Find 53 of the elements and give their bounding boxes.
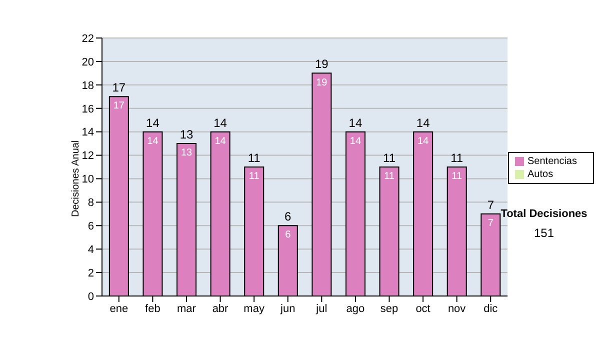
total-label: 11 — [450, 151, 464, 165]
y-tick-label: 16 — [82, 103, 94, 116]
x-tick-label: jun — [280, 302, 296, 315]
data-label: 11 — [384, 171, 395, 182]
x-tick-label: nov — [448, 302, 466, 315]
x-tick-label: oct — [416, 302, 430, 315]
x-tick-label: dic — [484, 302, 498, 315]
annotation: Total Decisiones — [500, 208, 588, 220]
total-label: 11 — [248, 151, 261, 165]
y-axis-title: Decisiones Anual — [70, 140, 82, 217]
data-label: 13 — [180, 148, 193, 159]
y-tick-label: 6 — [88, 220, 94, 233]
y-tick-label: 4 — [88, 244, 94, 256]
total-label: 7 — [487, 198, 494, 212]
y-tick-label: 2 — [88, 267, 94, 280]
y-tick-label: 0 — [88, 290, 94, 303]
total-label: 6 — [284, 210, 292, 224]
data-label: 19 — [316, 77, 328, 88]
data-label: 11 — [248, 171, 260, 182]
data-label: 7 — [488, 218, 494, 230]
data-label: 14 — [214, 136, 226, 147]
total-label: 14 — [416, 116, 430, 130]
data-label: 14 — [418, 136, 430, 147]
y-tick-label: 20 — [82, 56, 94, 68]
total-label: 14 — [146, 116, 160, 130]
total-label: 17 — [112, 80, 126, 95]
y-tick-label: 14 — [82, 126, 94, 139]
x-tick-label: abr — [212, 302, 229, 315]
y-tick-label: 12 — [82, 150, 94, 162]
y-tick-label: 18 — [82, 80, 94, 92]
x-tick-label: mar — [177, 302, 196, 315]
x-tick-label: ene — [110, 302, 128, 315]
x-tick-label: jul — [315, 302, 328, 315]
total-label: 14 — [348, 116, 362, 130]
legend-label: Sentencias — [528, 156, 577, 167]
x-tick-label: ago — [346, 302, 365, 315]
x-tick-label: may — [244, 302, 265, 315]
data-label: 17 — [113, 100, 125, 112]
x-tick-label: feb — [145, 302, 160, 315]
data-label: 14 — [147, 136, 159, 147]
total-label: 13 — [180, 128, 194, 142]
data-label: 14 — [350, 136, 362, 147]
total-label: 11 — [383, 151, 396, 165]
data-label: 11 — [452, 171, 462, 182]
data-label: 6 — [285, 230, 292, 241]
x-tick-label: sep — [380, 302, 398, 315]
y-tick-label: 8 — [88, 197, 94, 210]
total-label: 14 — [214, 116, 228, 130]
total-label: 19 — [315, 57, 329, 72]
y-tick-label: 22 — [82, 32, 94, 45]
legend-label: Autos — [528, 169, 554, 180]
text: 151 — [532, 226, 556, 240]
y-tick-label: 10 — [82, 174, 94, 186]
